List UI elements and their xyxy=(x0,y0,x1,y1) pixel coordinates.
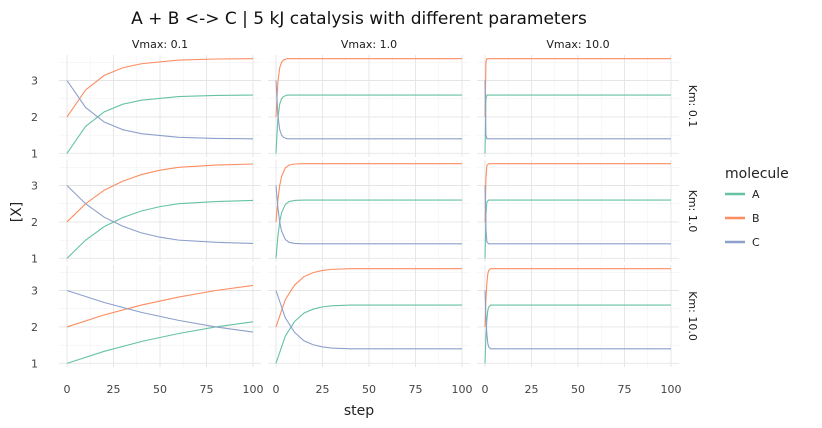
series-line-B xyxy=(66,58,254,118)
legend-label: A xyxy=(752,188,760,201)
series-line-A xyxy=(275,199,462,259)
y-tick-label: 2 xyxy=(31,321,38,334)
facet-row-label: Km: 10.0 xyxy=(686,291,699,341)
x-tick-label: 50 xyxy=(571,383,585,396)
series-line-C xyxy=(275,80,462,140)
series-line-C xyxy=(275,290,462,350)
facet-column-label: Vmax: 1.0 xyxy=(341,38,397,51)
y-tick-label: 3 xyxy=(31,285,38,298)
facet-panel: 1 2 3 xyxy=(31,160,261,265)
x-tick-label: 75 xyxy=(200,383,214,396)
series-line-A xyxy=(484,304,671,364)
series-line-A xyxy=(275,304,462,364)
legend-label: B xyxy=(752,212,760,225)
series-line-A xyxy=(66,199,254,259)
facet-panel: Vmax: 0.1 1 2 3 xyxy=(31,38,261,160)
y-tick-label: 1 xyxy=(31,147,38,160)
facet-row-label: Km: 0.1 xyxy=(686,85,699,128)
facet-panel: 0 25 50 75 100 xyxy=(268,265,473,396)
y-tick-label: 2 xyxy=(31,216,38,229)
y-tick-label: 3 xyxy=(31,75,38,88)
facet-panel: Vmax: 1.0 xyxy=(268,38,470,157)
series-line-C xyxy=(484,290,671,350)
y-tick-label: 1 xyxy=(31,252,38,265)
facet-row-label: Km: 1.0 xyxy=(686,190,699,233)
series-line-B xyxy=(484,268,671,327)
facet-column-label: Vmax: 10.0 xyxy=(546,38,609,51)
legend-entry: C xyxy=(725,236,760,249)
x-tick-label: 0 xyxy=(64,383,71,396)
legend-title: molecule xyxy=(725,166,789,182)
x-tick-label: 100 xyxy=(452,383,473,396)
facet-panels: Vmax: 0.1 1 2 3 Vmax: 1.0 Vmax: 10.0 Km: 0.1 1 2… xyxy=(31,38,699,396)
facet-panel: Vmax: 10.0 Km: 0.1 xyxy=(477,38,699,157)
x-axis-label: step xyxy=(344,403,374,419)
series-line-C xyxy=(66,80,254,140)
legend-entry: A xyxy=(725,188,760,201)
y-axis-label: [X] xyxy=(9,202,25,223)
legend: molecule ABC xyxy=(725,166,789,249)
facet-panel xyxy=(268,160,470,262)
x-tick-label: 100 xyxy=(243,383,264,396)
series-line-B xyxy=(66,163,254,223)
facet-panel: Km: 1.0 xyxy=(477,160,699,262)
series-line-C xyxy=(275,185,462,245)
series-line-A xyxy=(66,94,254,154)
facet-column-label: Vmax: 0.1 xyxy=(132,38,188,51)
x-tick-label: 0 xyxy=(482,383,489,396)
series-line-B xyxy=(66,284,254,328)
chart-title: A + B <-> C | 5 kJ catalysis with differ… xyxy=(131,9,587,29)
x-tick-label: 100 xyxy=(661,383,682,396)
y-tick-label: 1 xyxy=(31,357,38,370)
y-tick-label: 3 xyxy=(31,180,38,193)
x-tick-label: 75 xyxy=(618,383,632,396)
series-line-C xyxy=(66,185,254,244)
series-line-B xyxy=(275,268,462,328)
legend-entry: B xyxy=(725,212,760,225)
facet-panel: 1 2 3 0 25 50 75 100 xyxy=(31,265,264,396)
x-tick-label: 0 xyxy=(273,383,280,396)
legend-label: C xyxy=(752,236,760,249)
facet-panel: Km: 10.0 0 25 50 75 100 xyxy=(477,265,699,396)
x-tick-label: 50 xyxy=(153,383,167,396)
x-tick-label: 75 xyxy=(409,383,423,396)
series-line-C xyxy=(66,289,254,333)
series-line-B xyxy=(275,58,462,117)
y-tick-label: 2 xyxy=(31,111,38,124)
x-tick-label: 25 xyxy=(316,383,330,396)
series-line-C xyxy=(484,185,671,245)
x-tick-label: 25 xyxy=(107,383,121,396)
series-line-A xyxy=(66,321,254,364)
series-line-C xyxy=(484,80,671,140)
series-line-B xyxy=(275,163,462,222)
x-tick-label: 25 xyxy=(525,383,539,396)
x-tick-label: 50 xyxy=(362,383,376,396)
